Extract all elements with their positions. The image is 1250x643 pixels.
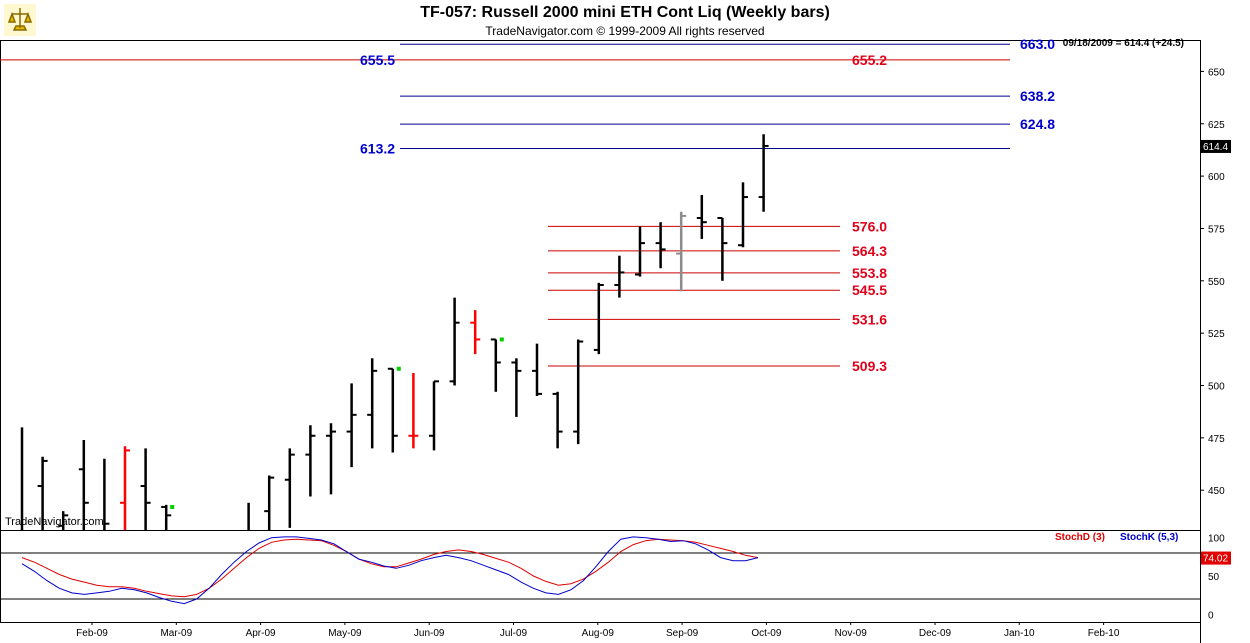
signal-marker xyxy=(396,366,401,371)
time-axis: Feb-09 Mar-09 Apr-09 May-09 Jun-09 Jul-09 Aug-… xyxy=(0,622,1200,639)
time-tick-label: Nov-09 xyxy=(835,628,868,639)
price-tick-label: 525 xyxy=(1208,329,1225,340)
watermark: TradeNavigator.com xyxy=(5,516,104,528)
price-levels: 663.0 655.2 655.5 638.2 624.8 613.2 576.0 564.3… xyxy=(0,36,1055,374)
level-label: 576.0 xyxy=(852,218,887,234)
time-tick-label: Feb-10 xyxy=(1088,628,1120,639)
level-label: 553.8 xyxy=(852,265,887,281)
level-label: 531.6 xyxy=(852,311,887,327)
stoch-tick-label: 100 xyxy=(1208,534,1225,545)
stoch-value-tag-label: 74.02 xyxy=(1203,554,1228,565)
time-tick-label: Jun-09 xyxy=(414,628,445,639)
chart-subtitle: TradeNavigator.com © 1999-2009 All right… xyxy=(485,24,765,38)
level-label: 663.0 xyxy=(1020,36,1055,52)
legend-stochk: StochK (5,3) xyxy=(1120,532,1179,543)
price-tick-label: 475 xyxy=(1208,434,1225,445)
price-tick-label: 500 xyxy=(1208,382,1225,393)
signal-marker xyxy=(170,504,175,509)
price-axis: 450 475 500 525 550 575 600 625 650 614.4 xyxy=(1200,67,1231,497)
level-label: 509.3 xyxy=(852,358,887,374)
level-label: 655.5 xyxy=(360,52,395,68)
level-label: 545.5 xyxy=(852,282,887,298)
level-label: 638.2 xyxy=(1020,88,1055,104)
price-tick-label: 650 xyxy=(1208,67,1225,78)
level-label: 613.2 xyxy=(360,140,395,156)
time-tick-label: Mar-09 xyxy=(160,628,192,639)
time-tick-label: Apr-09 xyxy=(246,628,276,639)
time-tick-label: Feb-09 xyxy=(76,628,108,639)
stoch-tick-label: 0 xyxy=(1208,610,1214,621)
price-tick-label: 575 xyxy=(1208,224,1225,235)
price-tick-label: 550 xyxy=(1208,277,1225,288)
time-tick-label: Jan-10 xyxy=(1004,628,1035,639)
price-tick-label: 600 xyxy=(1208,172,1225,183)
signal-marker xyxy=(499,337,504,342)
level-label: 564.3 xyxy=(852,243,887,259)
time-tick-label: Dec-09 xyxy=(919,628,952,639)
price-tick-label: 625 xyxy=(1208,120,1225,131)
level-label: 655.2 xyxy=(852,52,887,68)
last-price-tag xyxy=(1201,139,1231,153)
price-tick-label: 450 xyxy=(1208,486,1225,497)
stoch-value-tag xyxy=(1201,551,1231,565)
last-price-tag-label: 614.4 xyxy=(1203,142,1228,153)
time-tick-label: May-09 xyxy=(328,628,362,639)
trade-navigator-logo-icon xyxy=(4,4,36,36)
price-bars xyxy=(20,134,769,530)
stoch-tick-label: 50 xyxy=(1208,572,1220,583)
stoch-series-line xyxy=(21,538,759,598)
chart-title: TF-057: Russell 2000 mini ETH Cont Liq (… xyxy=(420,4,830,21)
time-tick-label: Oct-09 xyxy=(751,628,781,639)
stoch-series-line xyxy=(21,536,759,605)
level-label: 624.8 xyxy=(1020,116,1055,132)
time-tick-label: Sep-09 xyxy=(666,628,699,639)
time-tick-label: Jul-09 xyxy=(500,628,528,639)
legend-stochd: StochD (3) xyxy=(1055,532,1105,543)
last-date-readout: 09/18/2009 = 614.4 (+24.5) xyxy=(1062,38,1184,49)
stochastic-panel: 0 50 100 74.02 xyxy=(0,534,1231,621)
time-tick-label: Aug-09 xyxy=(582,628,615,639)
